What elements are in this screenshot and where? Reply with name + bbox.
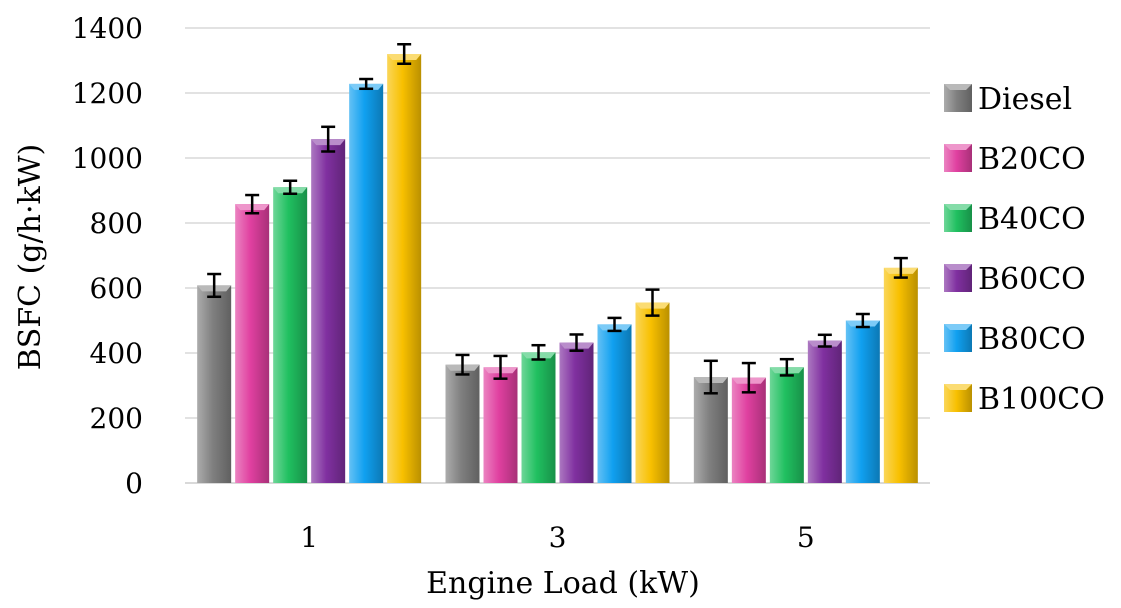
- y-tick-label: 200: [90, 402, 143, 435]
- y-tick-labels: 0 200 400 600 800 1000 1200 1400: [72, 12, 143, 500]
- bar-b20co-load-1: [235, 204, 270, 483]
- y-tick-label: 1000: [72, 142, 143, 175]
- bar-b100co-load-5: [883, 267, 918, 483]
- bar-b100co-load-1: [387, 54, 422, 483]
- error-bar: [779, 357, 794, 377]
- y-axis-label: BSFC (g/h·kW): [13, 144, 48, 371]
- bar-b80co-load-1: [349, 83, 384, 484]
- x-axis-label: Engine Load (kW): [426, 566, 700, 601]
- gridlines: [185, 27, 930, 484]
- legend-item-b40co: B40CO: [944, 202, 1086, 237]
- bar-b60co-load-5: [807, 340, 842, 483]
- legend-item-b60co: B60CO: [944, 262, 1086, 297]
- error-bar: [397, 43, 412, 65]
- error-bar: [493, 354, 508, 380]
- y-tick-label: 1400: [72, 12, 143, 45]
- legend: Diesel B20CO B40CO B60CO B80CO B100CO: [944, 82, 1105, 417]
- x-tick-label: 1: [300, 521, 318, 554]
- error-bar: [531, 343, 546, 361]
- bar-b60co-load-3: [559, 342, 594, 483]
- bar-diesel-load-5: [693, 377, 728, 483]
- legend-label: Diesel: [978, 82, 1072, 117]
- bar-diesel-load-1: [197, 285, 232, 483]
- error-bar: [455, 353, 470, 376]
- legend-label: B60CO: [978, 262, 1086, 297]
- bar-b80co-load-5: [845, 320, 880, 483]
- y-tick-label: 400: [90, 337, 143, 370]
- legend-label: B80CO: [978, 322, 1086, 357]
- legend-label: B20CO: [978, 142, 1086, 177]
- error-bar: [245, 193, 260, 215]
- x-tick-label: 5: [797, 521, 815, 554]
- bar-b20co-load-5: [731, 377, 766, 483]
- error-bar: [855, 312, 870, 329]
- y-tick-label: 600: [90, 272, 143, 305]
- error-bar: [645, 288, 660, 317]
- bar-b40co-load-1: [273, 187, 308, 483]
- error-bar: [359, 77, 374, 91]
- error-bar: [607, 316, 622, 333]
- y-tick-label: 800: [90, 207, 143, 240]
- error-bar: [283, 179, 298, 195]
- bars: [197, 54, 918, 484]
- error-bar: [569, 333, 584, 352]
- legend-item-b100co: B100CO: [944, 382, 1105, 417]
- y-tick-label: 1200: [72, 77, 143, 110]
- bar-diesel-load-3: [445, 364, 480, 483]
- bar-b100co-load-3: [635, 302, 670, 483]
- y-tick-label: 0: [125, 467, 143, 500]
- legend-item-b20co: B20CO: [944, 142, 1086, 177]
- error-bar: [703, 359, 718, 395]
- legend-label: B40CO: [978, 202, 1086, 237]
- bar-b40co-load-5: [769, 367, 804, 483]
- legend-item-b80co: B80CO: [944, 322, 1086, 357]
- error-bar: [741, 361, 756, 394]
- bar-b60co-load-1: [311, 139, 346, 483]
- error-bar: [817, 333, 832, 348]
- bar-b40co-load-3: [521, 352, 556, 483]
- error-bar: [207, 272, 222, 299]
- x-tick-labels: 1 3 5: [300, 521, 814, 554]
- bar-b20co-load-3: [483, 367, 518, 483]
- error-bars: [207, 43, 908, 395]
- error-bar: [321, 125, 336, 153]
- error-bar: [893, 256, 908, 279]
- legend-item-diesel: Diesel: [944, 82, 1072, 117]
- legend-label: B100CO: [978, 382, 1105, 417]
- bar-b80co-load-3: [597, 324, 632, 483]
- x-tick-label: 3: [549, 521, 567, 554]
